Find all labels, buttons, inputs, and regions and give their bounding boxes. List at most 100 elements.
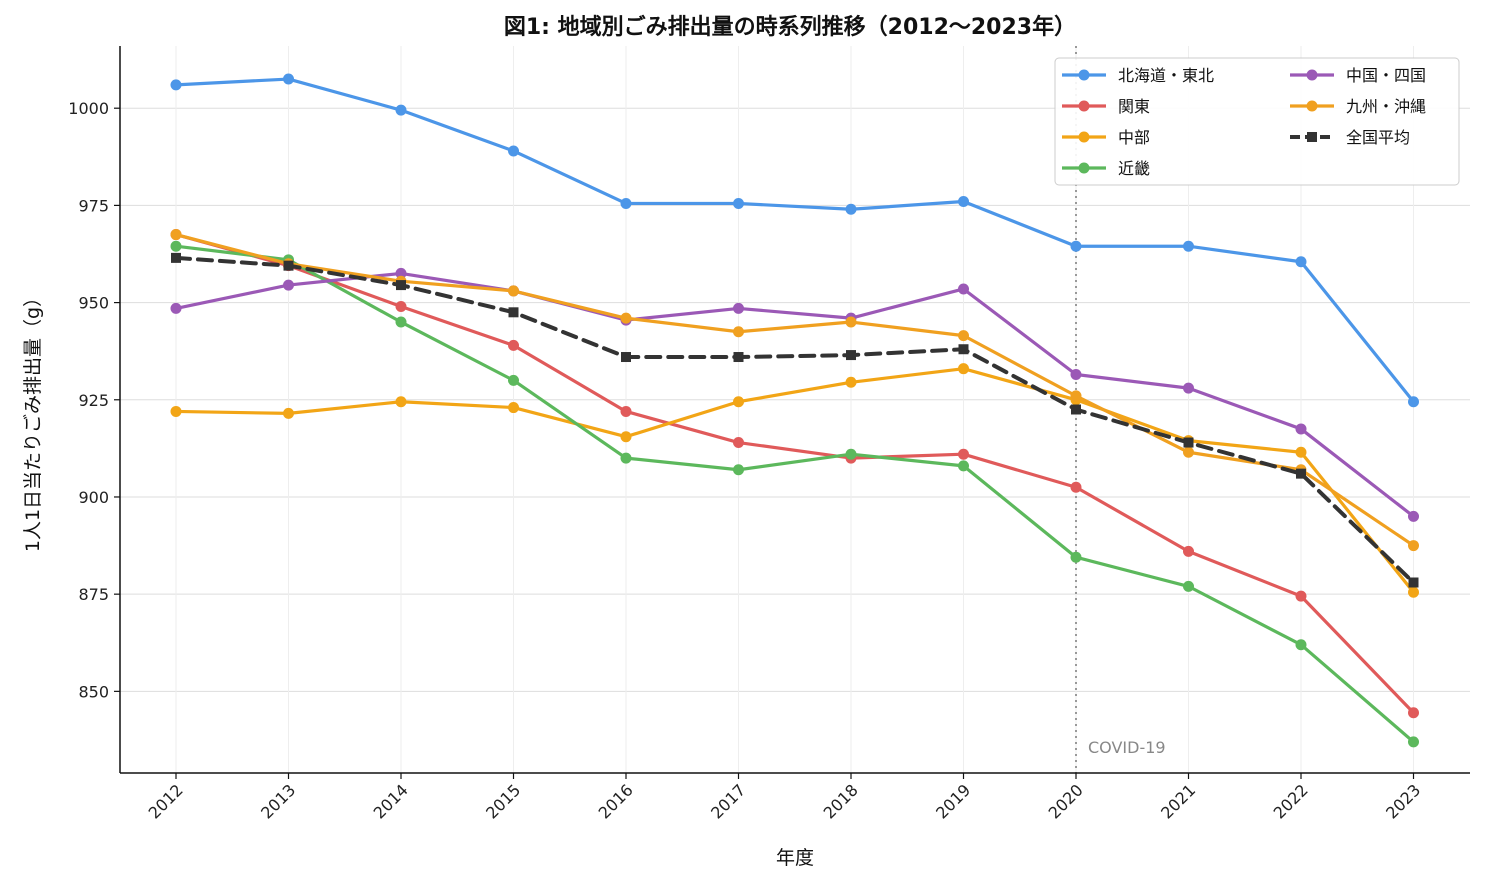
data-point (958, 460, 969, 472)
legend-swatch-marker (1307, 132, 1317, 142)
series-line (174, 232, 1416, 715)
legend-swatch-marker (1306, 69, 1318, 81)
series-line (174, 271, 1416, 519)
data-point (1183, 382, 1194, 394)
y-tick-label: 875 (78, 585, 109, 604)
data-point (170, 240, 182, 252)
y-tick-label: 975 (78, 196, 109, 215)
data-point (958, 344, 969, 355)
data-point (845, 203, 857, 215)
data-point (1408, 736, 1419, 748)
data-point (395, 316, 407, 328)
y-axis-label: 1人1日当たりごみ排出量（g） (22, 288, 44, 552)
x-tick-label: 2023 (1382, 780, 1424, 822)
legend-item: 中部 (1062, 128, 1150, 147)
data-point (283, 260, 294, 271)
y-tick-label: 950 (78, 294, 109, 313)
data-point (620, 312, 632, 324)
data-point (958, 448, 969, 460)
data-point (620, 452, 632, 464)
data-point (283, 407, 294, 419)
data-point (1070, 551, 1082, 563)
data-point (733, 302, 744, 314)
data-point (1070, 390, 1082, 402)
series-line (174, 244, 1416, 744)
data-point (958, 330, 969, 342)
data-point (1071, 404, 1081, 415)
data-point (620, 431, 632, 443)
legend-swatch-marker (1306, 100, 1318, 112)
data-point (845, 376, 857, 388)
y-tick-label: 1000 (68, 99, 109, 118)
data-point (1408, 396, 1419, 408)
y-ticks: 850 875 900 925 950 975 1000 (68, 99, 120, 701)
series-line (174, 232, 1416, 548)
legend-label: 関東 (1118, 97, 1150, 116)
data-point (1070, 369, 1082, 381)
annotation-label: COVID-19 (1088, 738, 1166, 757)
data-point (1408, 540, 1419, 552)
chart-title: 図1: 地域別ごみ排出量の時系列推移（2012〜2023年） (504, 14, 1076, 40)
data-point (508, 145, 519, 157)
legend-swatch-marker (1078, 162, 1090, 174)
data-point (1408, 586, 1419, 598)
data-point (170, 405, 182, 417)
data-point (621, 352, 631, 363)
data-point (1183, 545, 1194, 557)
data-point (1295, 590, 1307, 602)
data-point (846, 350, 856, 361)
x-tick-label: 2014 (370, 780, 412, 822)
legend-label: 北海道・東北 (1118, 66, 1214, 85)
y-tick-label: 925 (78, 391, 109, 410)
data-point (1183, 446, 1194, 458)
legend-item: 関東 (1062, 97, 1150, 116)
data-point (395, 267, 407, 279)
data-point (395, 396, 407, 408)
data-point (1070, 481, 1082, 493)
data-point (733, 396, 744, 408)
data-point (958, 196, 969, 208)
data-point (733, 326, 744, 338)
data-point (508, 402, 519, 414)
data-point (283, 73, 294, 85)
series-group (170, 267, 1419, 522)
legend-item: 中国・四国 (1290, 66, 1426, 85)
x-tick-label: 2017 (707, 780, 749, 822)
data-point (396, 280, 406, 291)
legend-swatch-marker (1078, 100, 1090, 112)
data-point (620, 197, 632, 209)
data-point (1408, 707, 1419, 719)
axes (119, 46, 1470, 774)
data-point (1408, 577, 1419, 588)
x-tick-label: 2012 (145, 780, 187, 822)
data-point (1295, 423, 1307, 435)
data-point (170, 229, 182, 241)
data-point (1296, 468, 1306, 479)
data-point (1070, 240, 1082, 252)
x-tick-label: 2022 (1270, 780, 1312, 822)
data-point (170, 302, 182, 314)
x-tick-label: 2020 (1045, 780, 1087, 822)
legend-item: 九州・沖縄 (1290, 97, 1426, 116)
data-point (1295, 256, 1307, 268)
data-point (283, 279, 294, 291)
series-group (171, 252, 1419, 588)
legend-item: 北海道・東北 (1062, 66, 1214, 85)
legend-label: 中部 (1118, 128, 1150, 147)
x-axis-label: 年度 (776, 847, 814, 869)
data-point (1295, 446, 1307, 458)
series-line (174, 77, 1416, 404)
legend-item: 近畿 (1062, 159, 1150, 178)
series-line (174, 255, 1416, 585)
legend-label: 近畿 (1118, 159, 1150, 178)
data-point (733, 352, 744, 363)
data-point (1408, 510, 1419, 522)
series-group (170, 73, 1419, 408)
x-tick-label: 2018 (820, 780, 862, 822)
data-point (733, 437, 744, 449)
data-point (733, 197, 744, 209)
x-tick-label: 2013 (257, 780, 299, 822)
data-point (508, 374, 519, 386)
